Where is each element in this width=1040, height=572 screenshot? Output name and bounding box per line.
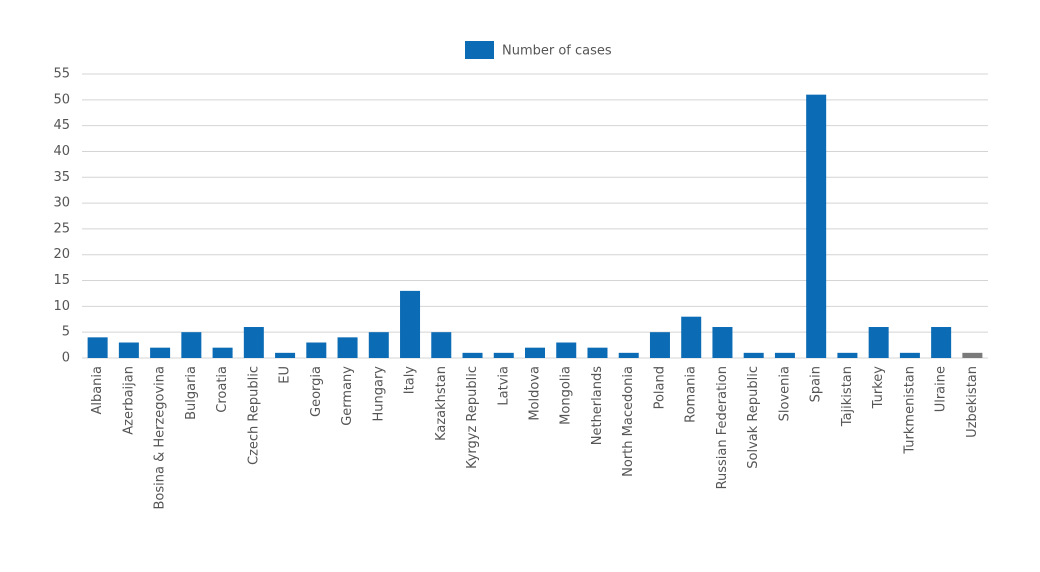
y-tick-label: 5 (62, 325, 70, 340)
x-tick-label: Uzbekistan (965, 366, 980, 438)
bar (587, 347, 608, 358)
bar (556, 342, 577, 358)
bar (87, 337, 108, 358)
bar (431, 332, 452, 358)
bar (931, 327, 952, 358)
bar (712, 327, 733, 358)
bar (837, 352, 858, 358)
x-tick-label: Mongolia (559, 366, 574, 425)
legend-swatch (465, 41, 494, 59)
x-tick-label: North Macedonia (621, 366, 636, 477)
y-tick-label: 10 (53, 299, 70, 314)
bar (275, 352, 296, 358)
y-tick-label: 45 (53, 118, 70, 133)
x-tick-label: EU (278, 366, 293, 384)
y-tick-label: 30 (53, 196, 70, 211)
bar (400, 290, 421, 358)
bar (525, 347, 545, 358)
x-tick-label: Spain (809, 366, 824, 402)
x-tick-label: Ulraine (934, 366, 949, 412)
legend-label: Number of cases (502, 44, 612, 59)
bar (212, 347, 233, 358)
y-tick-label: 15 (53, 273, 70, 288)
bar (306, 342, 327, 358)
bar (681, 316, 702, 358)
bar (962, 352, 983, 358)
x-tick-label: Italy (403, 366, 418, 395)
x-tick-label: Hungary (371, 366, 386, 422)
x-tick-label: Turkmenistan (902, 366, 917, 455)
bar (493, 352, 514, 358)
y-tick-label: 55 (53, 67, 70, 82)
y-tick-label: 0 (62, 351, 70, 366)
x-tick-label: Georgia (309, 366, 324, 417)
x-tick-label: Croatia (215, 366, 230, 413)
x-tick-label: Solvak Republic (746, 366, 761, 469)
x-tick-label: Netherlands (590, 366, 605, 445)
x-tick-label: Germany (340, 366, 355, 426)
y-tick-label: 40 (53, 144, 70, 159)
x-tick-label: Bosina & Herzegovina (153, 366, 168, 510)
bar (618, 352, 639, 358)
bar (368, 332, 389, 358)
bar (337, 337, 358, 358)
x-tick-label: Azerbaijan (121, 366, 136, 435)
x-tick-label: Russian Federation (715, 366, 730, 489)
bar (181, 332, 202, 358)
x-tick-label: Slovenia (777, 366, 792, 421)
bar (806, 94, 827, 359)
bar (649, 332, 670, 358)
bar (774, 352, 795, 358)
y-tick-label: 25 (53, 221, 70, 236)
x-tick-label: Albania (90, 366, 105, 415)
y-tick-label: 35 (53, 170, 70, 185)
x-tick-label: Latvia (496, 366, 511, 406)
x-tick-label: Kyrgyz Republic (465, 366, 480, 469)
bar (118, 342, 139, 358)
bar (899, 352, 920, 358)
bar (868, 327, 889, 358)
x-tick-label: Moldova (528, 366, 543, 421)
x-tick-label: Turkey (871, 366, 886, 410)
y-tick-label: 50 (53, 92, 70, 107)
x-tick-label: Romania (684, 366, 699, 423)
x-tick-label: Kazakhstan (434, 366, 449, 441)
bar (243, 327, 264, 358)
y-tick-label: 20 (53, 247, 70, 262)
x-tick-label: Poland (652, 366, 667, 409)
x-tick-label: Tajikistan (840, 366, 855, 427)
bar (743, 352, 764, 358)
bar (150, 347, 171, 358)
x-tick-label: Czech Republic (246, 366, 261, 465)
bar (462, 352, 483, 358)
x-tick-label: Bulgaria (184, 366, 199, 420)
